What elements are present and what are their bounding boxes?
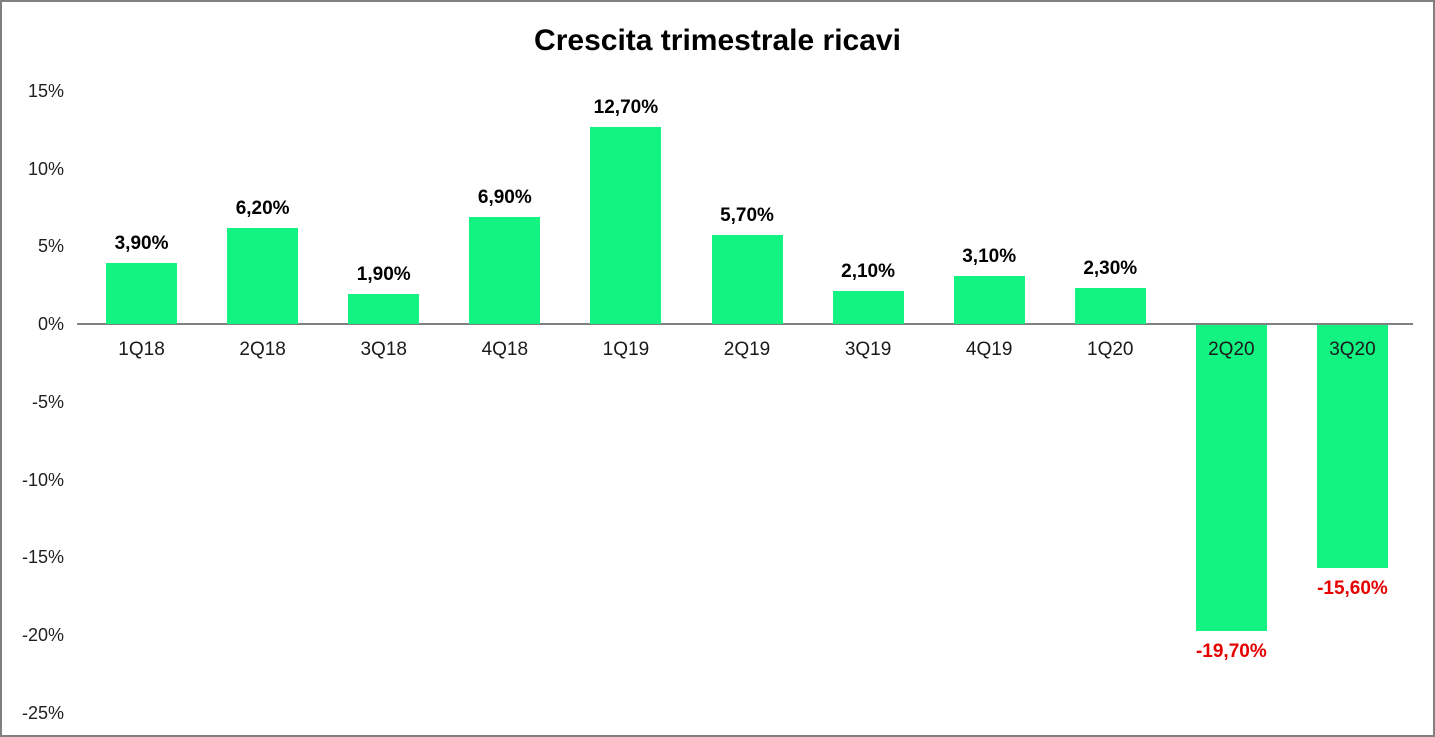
x-axis-label: 3Q19 xyxy=(844,339,892,360)
bar-value-label: 3,10% xyxy=(962,245,1017,267)
bar-value-label: 6,20% xyxy=(235,197,290,219)
y-axis-tick-label: 0% xyxy=(37,314,64,334)
bar-value-label: 12,70% xyxy=(593,96,659,118)
x-axis-label: 1Q19 xyxy=(602,339,650,360)
bar-value-label: 5,70% xyxy=(720,205,774,227)
x-axis-line xyxy=(77,323,1413,325)
bar xyxy=(953,275,1025,324)
y-axis-tick-label: -25% xyxy=(21,702,64,723)
bar-value-label: 1,90% xyxy=(356,264,411,286)
y-axis-tick-label: -15% xyxy=(21,547,64,568)
x-axis-label: 4Q19 xyxy=(965,339,1013,360)
bar xyxy=(106,263,178,324)
y-axis-tick-label: 15% xyxy=(27,80,64,101)
bar-value-label: 3,90% xyxy=(114,233,169,255)
bar xyxy=(227,227,299,324)
x-axis-label: 2Q20 xyxy=(1208,339,1255,360)
bar-value-label: 6,90% xyxy=(477,186,532,208)
x-axis-label: 4Q18 xyxy=(481,339,529,360)
bar xyxy=(711,235,783,324)
bar xyxy=(832,291,904,324)
x-axis-label: 1Q18 xyxy=(118,339,165,360)
bar-value-label: 2,10% xyxy=(841,261,896,283)
x-axis-label: 2Q19 xyxy=(723,339,771,360)
bar-value-label: -15,60% xyxy=(1317,577,1388,599)
y-axis-tick-label: 5% xyxy=(37,236,64,257)
bar-value-label: -19,70% xyxy=(1195,641,1267,663)
y-axis-tick-label: -20% xyxy=(21,625,64,645)
bar xyxy=(1195,325,1267,632)
bar-value-label: 2,30% xyxy=(1083,258,1138,280)
bar xyxy=(348,294,420,324)
bar xyxy=(1316,325,1388,568)
x-axis-label: 1Q20 xyxy=(1087,339,1134,360)
x-axis-label: 3Q20 xyxy=(1329,339,1376,360)
y-axis-tick-label: -10% xyxy=(21,469,64,490)
x-axis-label: 3Q18 xyxy=(360,339,407,360)
x-axis-label: 2Q18 xyxy=(239,339,286,360)
bar xyxy=(590,126,662,324)
bar xyxy=(469,216,541,324)
y-axis-tick-label: 10% xyxy=(27,158,64,179)
chart-title: Crescita trimestrale ricavi xyxy=(534,24,901,57)
bar xyxy=(1074,288,1146,324)
y-axis-tick-label: -5% xyxy=(31,391,64,412)
